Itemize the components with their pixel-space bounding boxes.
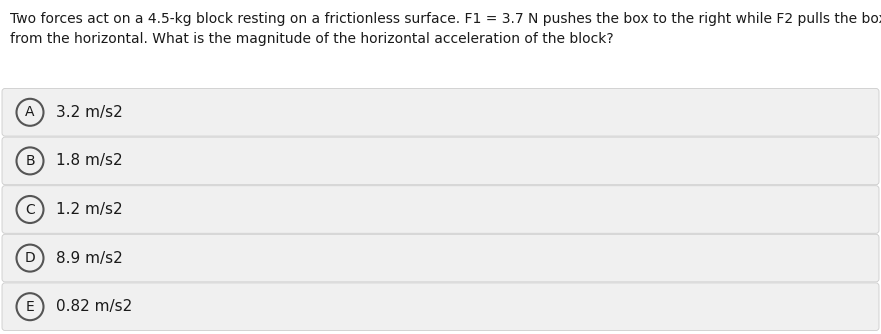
Text: 1.2 m/s2: 1.2 m/s2 xyxy=(56,202,122,217)
Text: 1.8 m/s2: 1.8 m/s2 xyxy=(56,153,122,168)
Circle shape xyxy=(17,196,43,223)
Text: E: E xyxy=(26,300,34,314)
Circle shape xyxy=(17,244,43,272)
Text: D: D xyxy=(25,251,35,265)
FancyBboxPatch shape xyxy=(2,89,879,136)
Circle shape xyxy=(17,293,43,320)
Text: 8.9 m/s2: 8.9 m/s2 xyxy=(56,250,122,266)
FancyBboxPatch shape xyxy=(2,186,879,233)
FancyBboxPatch shape xyxy=(2,234,879,282)
Circle shape xyxy=(17,147,43,174)
Text: from the horizontal. What is the magnitude of the horizontal acceleration of the: from the horizontal. What is the magnitu… xyxy=(10,32,614,46)
Text: 3.2 m/s2: 3.2 m/s2 xyxy=(56,105,122,120)
Text: A: A xyxy=(26,105,34,119)
Text: Two forces act on a 4.5-kg block resting on a frictionless surface. F1 = 3.7 N p: Two forces act on a 4.5-kg block resting… xyxy=(10,12,881,26)
Text: C: C xyxy=(26,202,35,216)
FancyBboxPatch shape xyxy=(2,137,879,185)
Text: 0.82 m/s2: 0.82 m/s2 xyxy=(56,299,132,314)
FancyBboxPatch shape xyxy=(2,283,879,331)
Circle shape xyxy=(17,99,43,126)
Text: B: B xyxy=(26,154,35,168)
